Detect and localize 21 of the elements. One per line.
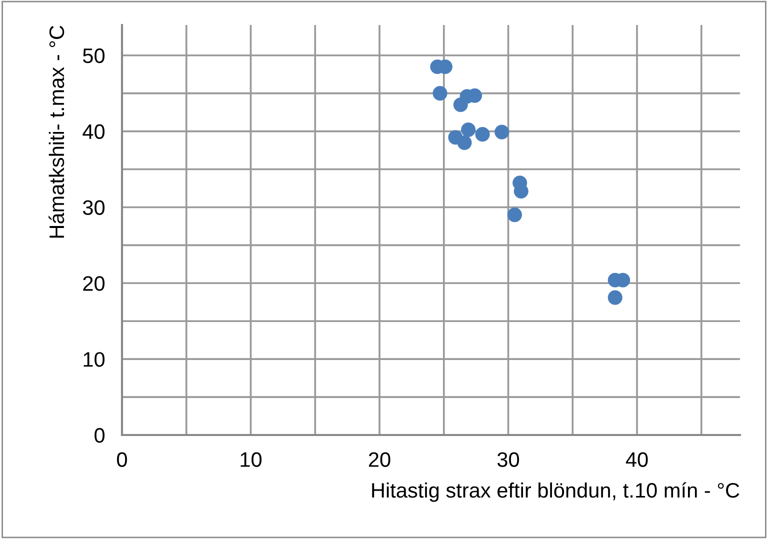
y-tick-label: 40 <box>82 124 105 140</box>
x-tick-label: 0 <box>117 452 127 467</box>
point <box>457 135 472 150</box>
point <box>608 290 622 305</box>
y-tick-label: 30 <box>82 200 105 215</box>
y-tick-label: 0 <box>94 428 105 443</box>
point <box>507 208 522 222</box>
x-tick-label: 30 <box>497 452 520 467</box>
point <box>432 86 448 101</box>
point <box>453 97 468 112</box>
y-axis-title: Hámatkshiti- t.max - °C <box>48 26 64 238</box>
x-axis-title: Hitastig strax eftir blöndun, t.10 mín - °C <box>372 482 740 502</box>
point <box>475 127 490 142</box>
y-tick-label: 50 <box>82 48 105 64</box>
x-tick-label: 40 <box>626 452 648 467</box>
point <box>494 124 510 140</box>
point <box>461 122 476 138</box>
x-tick-label: 10 <box>240 452 262 467</box>
y-tick-label: 10 <box>84 352 105 367</box>
y-tick-label: 20 <box>83 276 105 291</box>
x-tick-label: 20 <box>368 452 390 467</box>
